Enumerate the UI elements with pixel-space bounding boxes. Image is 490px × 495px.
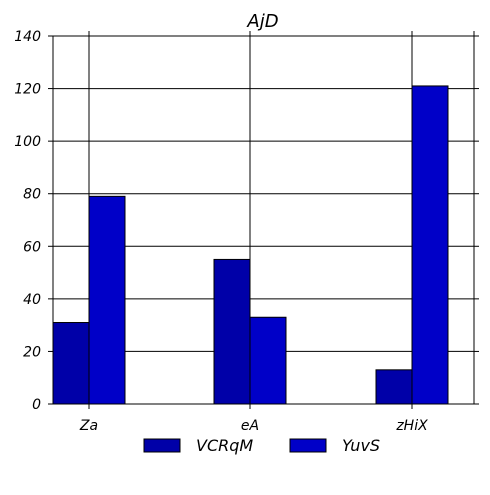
bar-YuvS-zHiX	[411, 85, 449, 405]
y-tick-label: 120	[14, 82, 41, 98]
bar-VCRqM-zHiX	[375, 369, 413, 405]
y-tick-label: 40	[23, 292, 41, 308]
y-tick-label: 100	[14, 134, 41, 150]
y-axis-ticks: 0 20 40 60 80 100 120 140	[14, 29, 479, 413]
bar-VCRqM-Za	[52, 322, 90, 405]
legend-label-YuvS: YuvS	[342, 436, 380, 455]
x-tick-label: zHiX	[395, 418, 428, 434]
chart-title: AjD	[246, 11, 278, 32]
x-axis-ticks: Za eA zHiX	[79, 404, 428, 434]
x-tick-label: Za	[79, 418, 98, 434]
y-tick-label: 80	[23, 187, 41, 203]
bars-layer	[52, 85, 449, 405]
y-tick-label: 60	[23, 239, 41, 255]
bar-VCRqM-eA	[213, 258, 251, 405]
bar-YuvS-eA	[249, 316, 287, 405]
legend: VCRqM YuvS	[143, 436, 380, 455]
legend-swatch-VCRqM	[143, 438, 181, 453]
legend-swatch-YuvS	[289, 438, 327, 453]
bar-YuvS-Za	[88, 195, 126, 405]
y-tick-label: 140	[14, 29, 41, 45]
x-tick-label: eA	[241, 418, 259, 434]
y-tick-label: 0	[32, 397, 41, 413]
vgrid-layer	[88, 31, 413, 404]
y-tick-label: 20	[23, 344, 41, 360]
axes-layer	[52, 31, 475, 405]
legend-label-VCRqM: VCRqM	[196, 436, 253, 455]
